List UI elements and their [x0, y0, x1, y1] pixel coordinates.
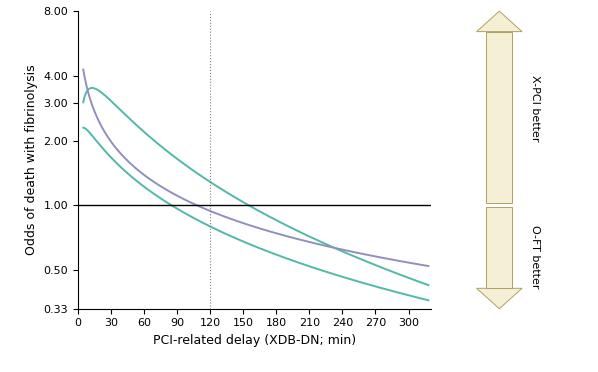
Text: X-PCI better: X-PCI better [530, 75, 540, 141]
X-axis label: PCI-related delay (XDB-DN; min): PCI-related delay (XDB-DN; min) [152, 334, 356, 347]
Y-axis label: Odds of death with fibrinolysis: Odds of death with fibrinolysis [25, 65, 38, 255]
Text: O-FT better: O-FT better [530, 225, 540, 289]
